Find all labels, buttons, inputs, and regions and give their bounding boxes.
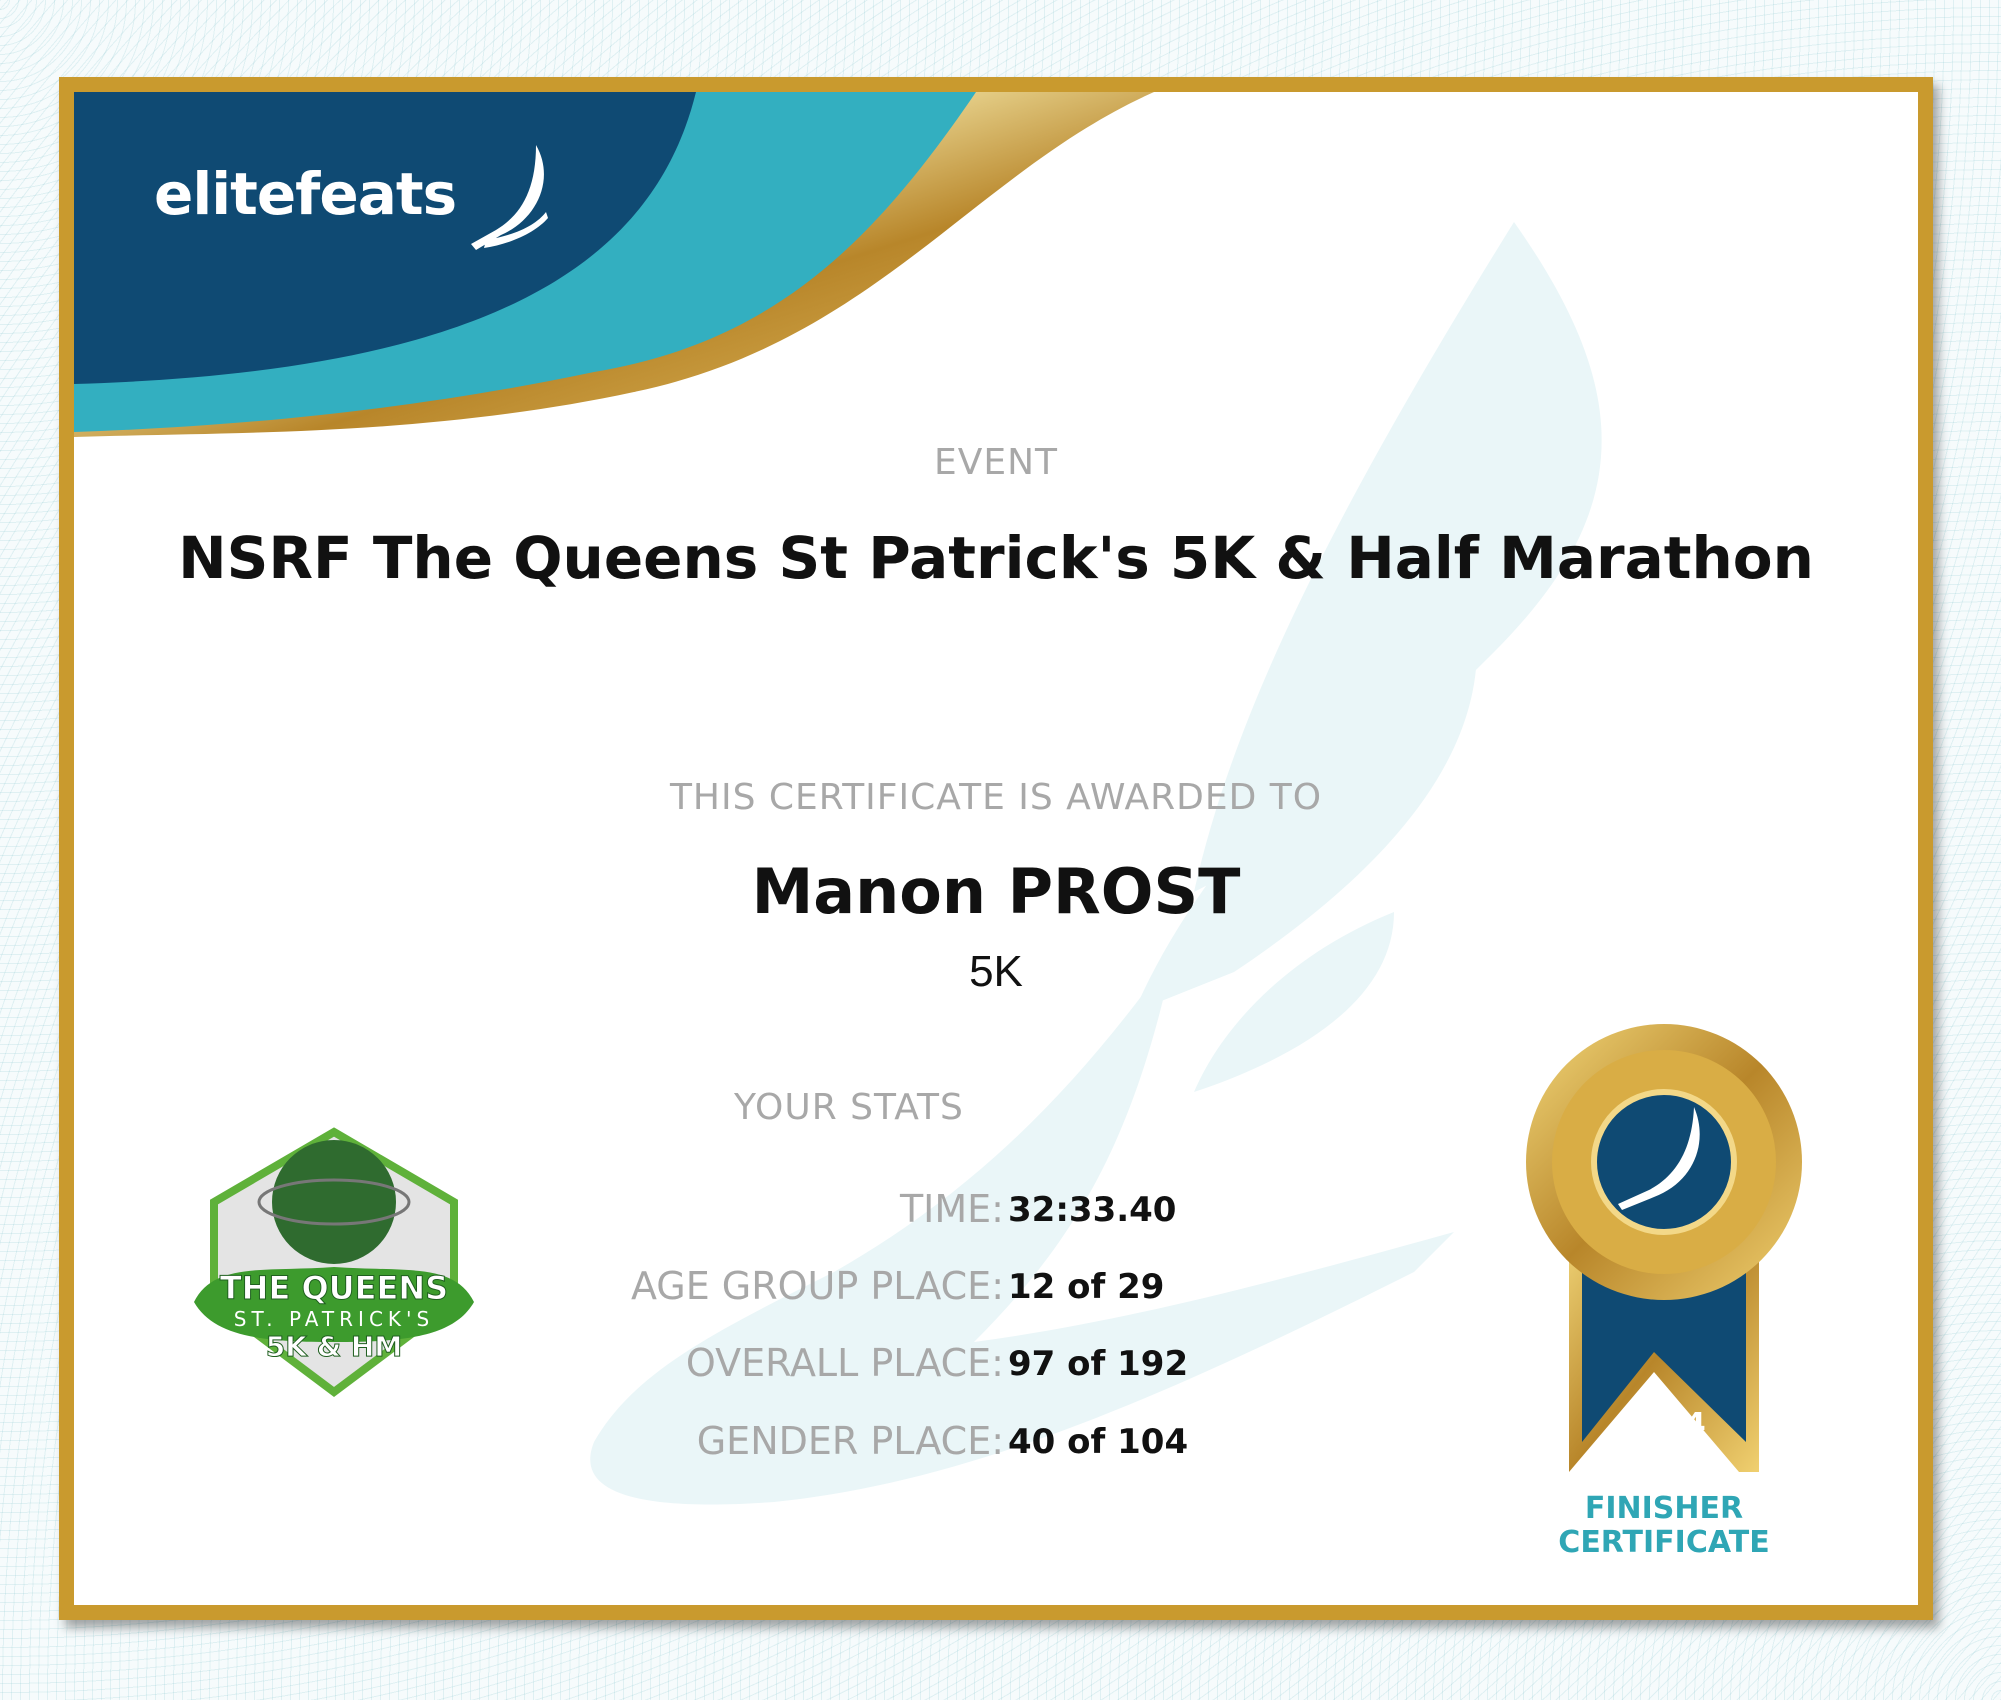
finisher-medal: 2024 — [1526, 1024, 1802, 1472]
race-logo-line2: ST. PATRICK'S — [234, 1307, 434, 1331]
stat-value: 40 of 104 — [1008, 1422, 1189, 1462]
stat-value: 32:33.40 — [1008, 1190, 1177, 1230]
stat-key: AGE GROUP PLACE: — [630, 1264, 1004, 1308]
race-distance: 5K — [969, 947, 1023, 996]
awarded-to-label: THIS CERTIFICATE IS AWARDED TO — [669, 777, 1323, 818]
elitefeats-logo: elitefeats — [154, 160, 457, 228]
stat-value: 97 of 192 — [1008, 1344, 1189, 1384]
race-logo: THE QUEENS ST. PATRICK'S 5K & HM — [194, 1127, 474, 1397]
medal-year: 2024 — [1622, 1407, 1706, 1442]
logo-winged-foot-icon — [471, 145, 548, 250]
finisher-label: FINISHER — [1584, 1491, 1744, 1526]
winged-foot-watermark-icon — [590, 222, 1602, 1505]
stats-label: YOUR STATS — [734, 1087, 964, 1128]
certificate: elitefeats EVENT NSRF The Queens St Patr… — [59, 77, 1933, 1620]
stat-value: 12 of 29 — [1008, 1267, 1165, 1307]
race-logo-line1: THE QUEENS — [220, 1269, 448, 1307]
certificate-label: CERTIFICATE — [1558, 1525, 1770, 1560]
recipient-name: Manon PROST — [751, 855, 1241, 928]
stat-key: GENDER PLACE: — [696, 1419, 1004, 1463]
event-label: EVENT — [933, 442, 1059, 483]
event-name: NSRF The Queens St Patrick's 5K & Half M… — [178, 524, 1814, 592]
winged-foot-icon — [1618, 1107, 1700, 1210]
stat-key: OVERALL PLACE: — [685, 1341, 1004, 1385]
header-banner — [74, 92, 1154, 437]
race-logo-line3: 5K & HM — [266, 1330, 402, 1363]
stat-key: TIME: — [899, 1187, 1004, 1231]
